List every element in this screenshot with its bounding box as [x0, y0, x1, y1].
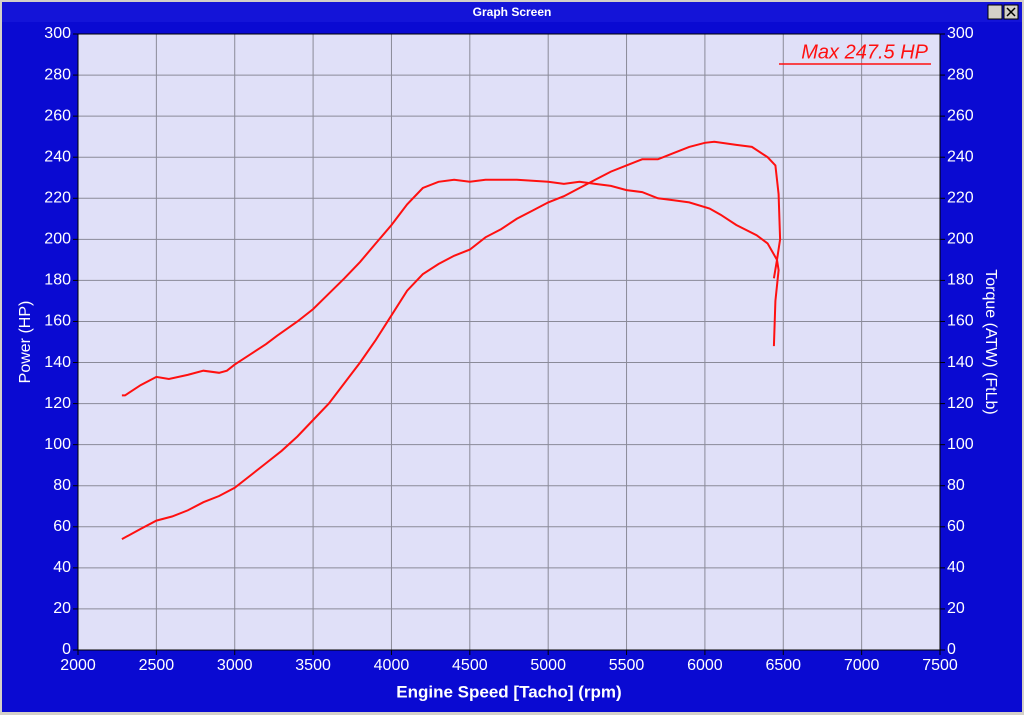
y2-tick-label: 280	[947, 66, 974, 83]
y2-tick-label: 120	[947, 395, 974, 412]
window-title: Graph Screen	[473, 5, 552, 19]
data-line	[121, 140, 782, 540]
y2-tick-label: 260	[947, 107, 974, 124]
y-tick-label: 280	[44, 66, 71, 83]
y2-tick-label: 60	[947, 518, 965, 535]
y-axis-label: Power (HP)	[17, 301, 34, 384]
y2-axis-label: Torque (ATW) (FtLb)	[982, 269, 999, 415]
restore-button[interactable]	[987, 4, 1003, 20]
y2-tick-label: 180	[947, 272, 974, 289]
y-tick-label: 80	[53, 477, 71, 494]
x-tick-label: 6500	[765, 657, 801, 674]
y-tick-label: 40	[53, 559, 71, 576]
y-tick-label: 120	[44, 395, 71, 412]
x-tick-label: 4000	[374, 657, 410, 674]
y-tick-label: 0	[62, 641, 71, 658]
y2-tick-label: 100	[947, 436, 974, 453]
y-tick-label: 260	[44, 107, 71, 124]
y2-tick-label: 80	[947, 477, 965, 494]
x-tick-label: 7000	[844, 657, 880, 674]
y-tick-label: 160	[44, 313, 71, 330]
y2-tick-label: 160	[947, 313, 974, 330]
title-bar	[2, 2, 1022, 22]
y2-tick-label: 200	[947, 231, 974, 248]
x-tick-label: 3000	[217, 657, 253, 674]
y-tick-label: 240	[44, 148, 71, 165]
x-tick-label: 5000	[530, 657, 566, 674]
y-tick-label: 20	[53, 600, 71, 617]
x-tick-label: 2000	[60, 657, 96, 674]
x-axis-label: Engine Speed [Tacho] (rpm)	[396, 682, 621, 701]
y-tick-label: 220	[44, 189, 71, 206]
y-tick-label: 180	[44, 272, 71, 289]
y2-tick-label: 20	[947, 600, 965, 617]
y-tick-label: 140	[44, 354, 71, 371]
y-tick-label: 200	[44, 231, 71, 248]
y-tick-label: 100	[44, 436, 71, 453]
y2-tick-label: 220	[947, 189, 974, 206]
y-tick-label: 300	[44, 25, 71, 42]
x-tick-label: 5500	[609, 657, 645, 674]
x-tick-label: 6000	[687, 657, 723, 674]
x-tick-label: 2500	[139, 657, 175, 674]
plot-area	[78, 34, 940, 650]
max-annotation: Max 247.5 HP	[801, 41, 928, 63]
close-icon	[1006, 7, 1016, 17]
data-line	[121, 178, 780, 397]
x-tick-label: 7500	[922, 657, 958, 674]
x-tick-label: 4500	[452, 657, 488, 674]
y2-tick-label: 300	[947, 25, 974, 42]
y-tick-label: 60	[53, 518, 71, 535]
x-tick-label: 3500	[295, 657, 331, 674]
plot-border	[77, 33, 941, 651]
y2-tick-label: 0	[947, 641, 956, 658]
y2-tick-label: 140	[947, 354, 974, 371]
y2-tick-label: 240	[947, 148, 974, 165]
y2-tick-label: 40	[947, 559, 965, 576]
